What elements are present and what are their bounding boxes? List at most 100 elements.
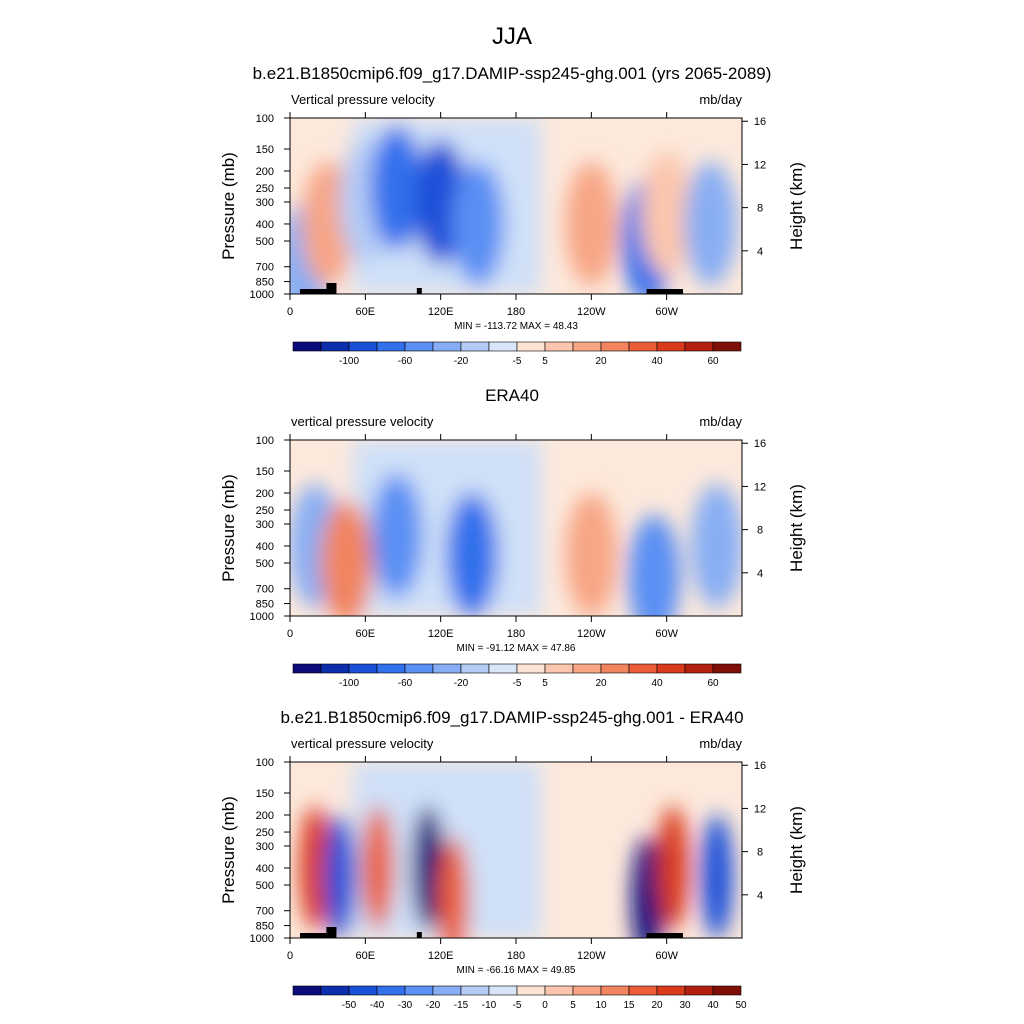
colorbar-label: -100 [339,356,359,367]
right-axis-title: Height (km) [787,162,806,250]
colorbar-label: 5 [570,1000,576,1011]
y-tick-label: 500 [256,880,274,892]
colorbar-box [432,341,462,352]
y-tick-label: 300 [256,841,274,853]
colorbar-box [712,341,742,352]
variable-label: Vertical pressure velocity [291,92,435,107]
colorbar-label: -40 [370,1000,385,1011]
y-tick-label: 100 [256,757,274,769]
y-axis-title: Pressure (mb) [219,474,238,582]
colorbar-label: -100 [339,678,359,689]
stats-label: MIN = -66.16 MAX = 49.85 [457,965,576,976]
colorbar-label: 20 [651,1000,663,1011]
colorbar-box [348,985,378,996]
y-tick-label: 400 [256,541,274,553]
x-tick-label: 0 [287,306,293,318]
colorbar-box [292,985,322,996]
colorbar-box [488,663,518,674]
x-tick-label: 180 [507,628,525,640]
y-tick-label: 150 [256,144,274,156]
colorbar-box [320,663,350,674]
x-tick-label: 120E [428,306,454,318]
colorbar-box [712,663,742,674]
colorbar-box [348,663,378,674]
x-tick-label: 60E [356,628,376,640]
field-cell [361,805,394,930]
panel-1: b.e21.B1850cmip6.f09_g17.DAMIP-ssp245-gh… [219,64,806,367]
colorbar-label: -5 [513,356,522,367]
topography [646,289,683,294]
field-cell [320,501,373,616]
right-tick-label: 4 [757,568,763,580]
panel-title: b.e21.B1850cmip6.f09_g17.DAMIP-ssp245-gh… [253,64,772,83]
figure-title: JJA [492,23,532,50]
field-cell [370,126,423,251]
right-tick-label: 8 [757,203,763,215]
colorbar-box [460,341,490,352]
x-tick-label: 120W [577,950,606,962]
colorbar-box [488,985,518,996]
y-tick-label: 300 [256,197,274,209]
y-tick-label: 1000 [250,611,274,623]
right-tick-label: 12 [754,481,766,493]
colorbar-box [432,663,462,674]
field-cell [446,492,499,616]
y-axis-title: Pressure (mb) [219,796,238,904]
colorbar-box [544,341,574,352]
colorbar-box [600,985,630,996]
variable-label: vertical pressure velocity [291,414,434,429]
field-layer [290,440,742,616]
y-tick-label: 850 [256,599,274,611]
y-tick-label: 850 [256,921,274,933]
y-tick-label: 700 [256,906,274,918]
x-tick-label: 60E [356,950,376,962]
right-axis-title: Height (km) [787,484,806,572]
colorbar-label: -5 [513,1000,522,1011]
y-tick-label: 700 [256,262,274,274]
colorbar-label: 40 [651,678,663,689]
colorbar-box [404,663,434,674]
colorbar-label: -50 [342,1000,357,1011]
field-cell [628,514,681,616]
y-tick-label: 200 [256,810,274,822]
colorbar-label: 50 [735,1000,747,1011]
right-tick-label: 4 [757,246,763,258]
topography [300,933,332,938]
topography [326,927,337,938]
stats-label: MIN = -91.12 MAX = 47.86 [457,643,576,654]
colorbar-box [628,341,658,352]
x-tick-label: 0 [287,628,293,640]
colorbar-box [516,341,546,352]
field-cell [684,161,737,286]
colorbar-label: 10 [595,1000,607,1011]
colorbar-box [572,341,602,352]
y-tick-label: 250 [256,827,274,839]
colorbar-box [684,985,714,996]
colorbar-label: -15 [454,1000,469,1011]
y-tick-label: 300 [256,519,274,531]
colorbar-box [376,341,406,352]
y-tick-label: 250 [256,505,274,517]
field-cell [700,814,733,938]
y-tick-label: 100 [256,435,274,447]
colorbar-label: 20 [595,356,607,367]
stats-label: MIN = -113.72 MAX = 48.43 [454,321,578,332]
right-tick-label: 4 [757,890,763,902]
x-tick-label: 180 [507,950,525,962]
x-tick-label: 120E [428,628,454,640]
x-tick-label: 120E [428,950,454,962]
colorbar-label: 40 [707,1000,719,1011]
y-tick-label: 500 [256,236,274,248]
field-layer [290,118,737,294]
y-tick-label: 850 [256,277,274,289]
y-tick-label: 150 [256,466,274,478]
y-axis-title: Pressure (mb) [219,152,238,260]
colorbar-label: 0 [542,1000,548,1011]
colorbar-label: 30 [679,1000,691,1011]
topography [416,932,422,938]
colorbar-label: -10 [482,1000,497,1011]
y-tick-label: 150 [256,788,274,800]
x-tick-label: 120W [577,306,606,318]
x-tick-label: 60E [356,306,376,318]
